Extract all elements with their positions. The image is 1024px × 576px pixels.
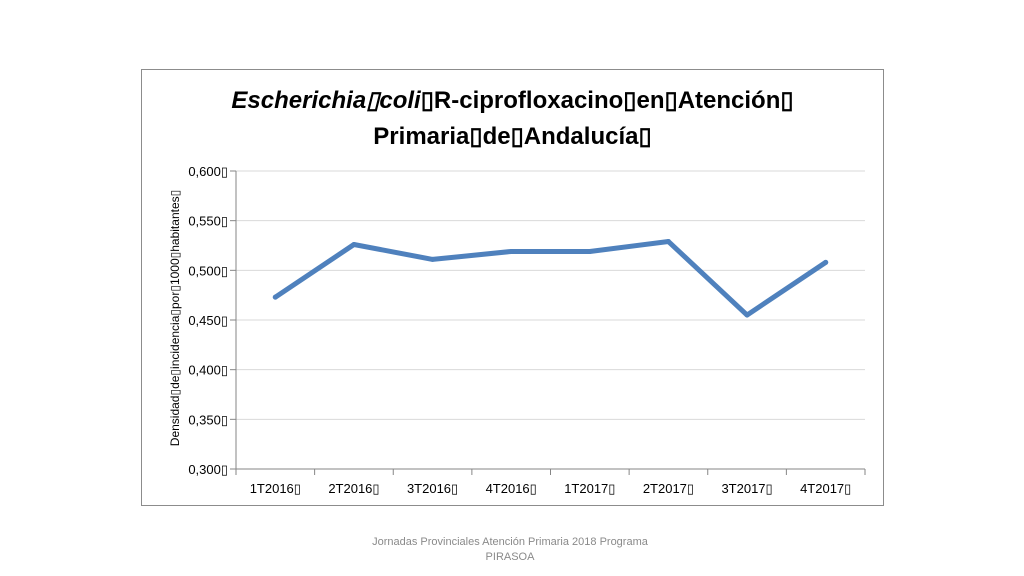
x-tick-label: 2T2016▯	[328, 481, 379, 496]
y-tick-label: 0,550▯	[188, 214, 228, 229]
x-tick-label: 1T2017▯	[564, 481, 615, 496]
data-point	[823, 259, 829, 265]
chart-title-line2: Primaria▯de▯Andalucía▯	[373, 123, 652, 150]
y-tick-label: 0,450▯	[188, 313, 228, 328]
data-point	[744, 312, 750, 318]
data-point	[665, 239, 671, 245]
chart-title-line1: Escherichia▯coli▯R-ciprofloxacino▯en▯Ate…	[141, 86, 884, 115]
y-tick-label: 0,400▯	[188, 363, 228, 378]
footer: Jornadas Provinciales Atención Primaria …	[330, 535, 690, 565]
y-tick-label: 0,300▯	[188, 462, 228, 477]
x-tick-label: 4T2017▯	[800, 481, 851, 496]
chart-title-italic: Escherichia▯coli	[231, 87, 421, 114]
data-point	[272, 294, 278, 300]
series-line	[272, 239, 829, 318]
footer-line2: PIRASOA	[485, 551, 535, 563]
x-tick-label: 2T2017▯	[643, 481, 694, 496]
data-point	[508, 248, 514, 254]
y-tick-label: 0,500▯	[188, 263, 228, 278]
data-point	[587, 248, 593, 254]
x-tick-label: 3T2017▯	[721, 481, 772, 496]
y-tick-label: 0,600▯	[188, 164, 228, 179]
footer-line1: Jornadas Provinciales Atención Primaria …	[372, 536, 648, 548]
data-point	[430, 256, 436, 262]
chart-frame	[141, 69, 884, 506]
x-tick-label: 3T2016▯	[407, 481, 458, 496]
y-tick-label: 0,350▯	[188, 412, 228, 427]
x-tick-label: 1T2016▯	[250, 481, 301, 496]
chart-title-rest: ▯R-ciprofloxacino▯en▯Atención▯	[420, 87, 794, 114]
x-tick-label: 4T2016▯	[486, 481, 537, 496]
data-point	[351, 242, 357, 248]
